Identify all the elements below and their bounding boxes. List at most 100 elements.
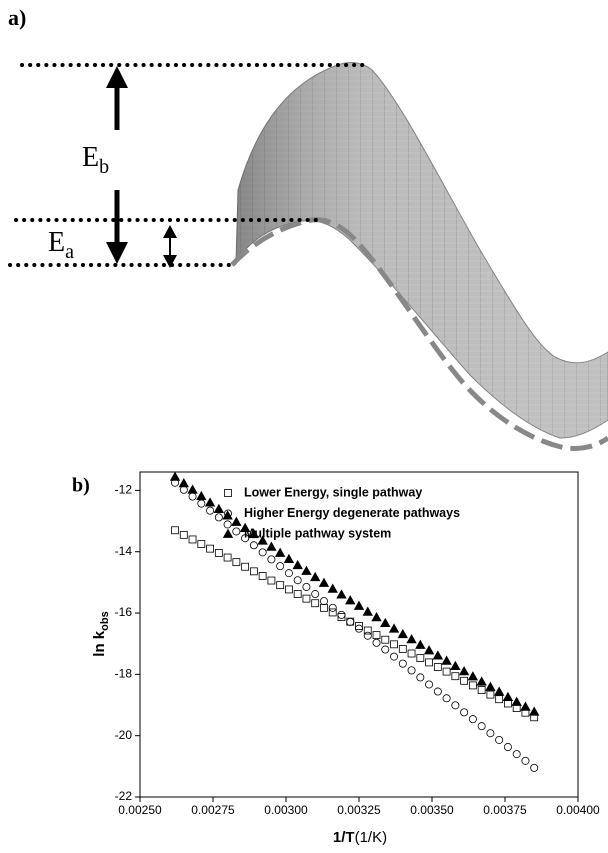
x-label-unit: (1/K): [355, 829, 388, 846]
data-point: [397, 628, 408, 639]
data-point: [196, 490, 207, 501]
data-point: [415, 639, 426, 649]
data-point: [302, 582, 311, 591]
data-point: [390, 640, 398, 649]
data-point: [328, 603, 337, 612]
data-point: [495, 735, 504, 744]
data-point: [476, 676, 487, 686]
data-point: [241, 562, 250, 571]
data-point: [257, 535, 268, 545]
data-point: [493, 686, 505, 696]
data-point: [223, 520, 232, 529]
eb-main: E: [82, 142, 99, 173]
arrowhead: [106, 242, 128, 264]
data-point: [407, 666, 416, 675]
data-point: [503, 743, 512, 752]
data-point: [231, 516, 242, 526]
y-tick-label: -14: [115, 544, 133, 558]
data-point: [450, 660, 461, 670]
y-label-sub: obs: [99, 611, 111, 631]
data-point: [380, 617, 391, 628]
panel-label: a): [8, 5, 26, 30]
data-point: [241, 534, 250, 543]
data-point: [398, 645, 407, 653]
data-point: [327, 583, 338, 593]
data-point: [292, 559, 303, 570]
data-point: [206, 506, 215, 515]
data-point: [197, 499, 206, 508]
data-point: [302, 594, 311, 603]
panel-a: a) Eb Ea: [8, 5, 608, 451]
data-point: [249, 541, 258, 550]
data-point: [485, 681, 496, 691]
x-label-main: 1/T: [333, 829, 355, 846]
data-point: [390, 652, 399, 661]
data-point: [258, 572, 267, 580]
data-point: [363, 626, 372, 635]
data-point: [274, 547, 286, 557]
data-point: [346, 617, 355, 626]
legend-marker: [222, 528, 234, 538]
data-point: [460, 708, 469, 717]
data-point: [433, 687, 442, 696]
data-point: [381, 635, 390, 644]
data-point: [371, 612, 382, 622]
x-tick-label: 0.00275: [191, 803, 235, 817]
surface-shade: [236, 62, 608, 439]
data-point: [504, 699, 512, 708]
data-point: [398, 659, 407, 668]
data-point: [354, 624, 363, 633]
data-point: [511, 696, 522, 706]
data-point: [486, 729, 495, 738]
data-point: [311, 590, 320, 599]
eb-sub: b: [99, 156, 109, 178]
data-point: [204, 497, 216, 507]
data-point: [223, 553, 232, 562]
data-point: [284, 569, 293, 578]
data-point: [529, 706, 540, 716]
data-point: [249, 567, 258, 576]
data-point: [232, 558, 241, 567]
data-point: [258, 548, 267, 557]
x-tick-label: 0.00350: [410, 803, 454, 817]
data-point: [187, 484, 198, 494]
data-point: [502, 691, 514, 701]
data-point: [495, 695, 504, 704]
data-point: [458, 665, 470, 676]
data-point: [362, 606, 373, 616]
data-point: [416, 673, 425, 682]
ea-label: Ea: [48, 227, 74, 262]
data-point: [267, 576, 276, 585]
x-axis-label: 1/T(1/K): [333, 829, 387, 846]
data-point: [232, 527, 241, 536]
arrowhead: [163, 225, 177, 238]
data-point: [345, 595, 356, 605]
data-point: [188, 492, 197, 501]
data-point: [468, 681, 477, 690]
data-point: [337, 613, 346, 621]
data-point: [285, 585, 293, 594]
y-axis-label: ln kobs: [91, 611, 111, 656]
arrowhead: [163, 255, 177, 268]
legend-label: Higher Energy degenerate pathways: [244, 506, 460, 520]
data-point: [416, 654, 425, 663]
panel-label: b): [72, 475, 90, 497]
data-point: [178, 478, 189, 488]
data-point: [460, 676, 469, 685]
x-tick-label: 0.00375: [483, 803, 527, 817]
data-point: [267, 555, 276, 564]
data-point: [451, 672, 460, 681]
y-label-main: ln k: [91, 630, 108, 656]
data-point: [441, 655, 452, 665]
data-point: [388, 623, 400, 633]
data-point: [372, 631, 381, 640]
legend-label: Multiple pathway system: [244, 526, 391, 540]
data-point: [188, 535, 197, 544]
data-point: [355, 622, 363, 630]
data-point: [432, 650, 444, 660]
data-point: [214, 549, 223, 557]
data-point: [372, 638, 381, 647]
data-point: [301, 565, 312, 575]
data-point: [213, 503, 225, 513]
